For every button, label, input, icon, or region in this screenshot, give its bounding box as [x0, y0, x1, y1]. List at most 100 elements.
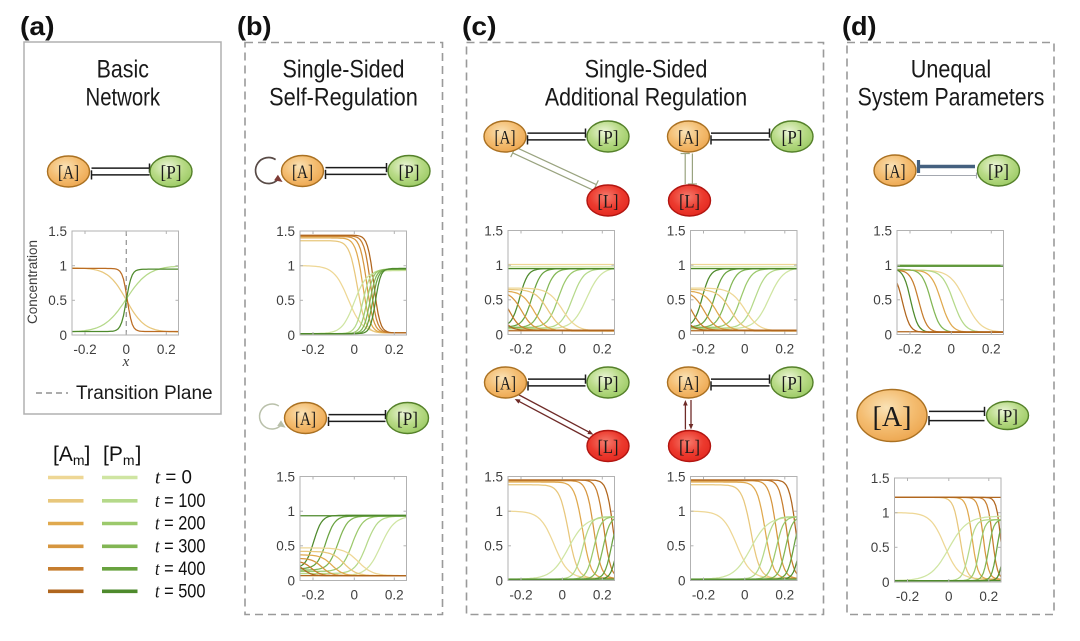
svg-text:[P]: [P]	[399, 162, 420, 183]
svg-text:[A]: [A]	[678, 127, 699, 148]
svg-text:[L]: [L]	[598, 191, 619, 212]
svg-text:-0.2: -0.2	[301, 588, 324, 603]
svg-text:1: 1	[495, 504, 503, 519]
svg-text:0: 0	[287, 573, 295, 588]
svg-text:[P]: [P]	[397, 409, 418, 430]
svg-text:-0.2: -0.2	[301, 342, 324, 357]
svg-text:0.2: 0.2	[593, 588, 612, 603]
svg-text:[L]: [L]	[598, 437, 619, 458]
svg-text:0.5: 0.5	[871, 540, 890, 555]
svg-text:-0.2: -0.2	[509, 342, 532, 357]
svg-text:[Am]: [Am]	[53, 443, 90, 468]
svg-text:0.2: 0.2	[775, 588, 794, 603]
svg-text:Concentration: Concentration	[25, 240, 40, 324]
svg-text:0: 0	[741, 588, 749, 603]
svg-text:[P]: [P]	[598, 373, 619, 394]
svg-text:-0.2: -0.2	[896, 589, 919, 604]
svg-text:0: 0	[495, 327, 503, 342]
svg-text:t = 0: t = 0	[155, 468, 192, 489]
svg-text:0.2: 0.2	[385, 342, 404, 357]
svg-text:1: 1	[287, 259, 295, 274]
svg-text:0.2: 0.2	[775, 342, 794, 357]
svg-text:1.5: 1.5	[484, 469, 503, 484]
svg-text:-0.2: -0.2	[73, 342, 96, 357]
svg-text:Basic: Basic	[97, 56, 149, 84]
svg-text:0: 0	[948, 342, 956, 357]
svg-text:0: 0	[678, 573, 686, 588]
svg-text:0.2: 0.2	[979, 589, 998, 604]
svg-text:t = 400: t = 400	[155, 559, 206, 580]
svg-text:(b): (b)	[237, 11, 272, 41]
svg-text:0.2: 0.2	[982, 342, 1001, 357]
svg-text:1: 1	[495, 258, 503, 273]
svg-text:1.5: 1.5	[871, 471, 890, 486]
svg-text:t = 100: t = 100	[155, 491, 206, 512]
svg-text:Transition Plane: Transition Plane	[76, 383, 213, 404]
svg-text:0.5: 0.5	[48, 293, 67, 308]
svg-text:0: 0	[678, 327, 686, 342]
svg-text:-0.2: -0.2	[692, 342, 715, 357]
svg-text:1.5: 1.5	[873, 223, 892, 238]
svg-text:0.5: 0.5	[484, 293, 503, 308]
svg-text:-0.2: -0.2	[692, 588, 715, 603]
svg-text:0.5: 0.5	[873, 293, 892, 308]
svg-text:Self-Regulation: Self-Regulation	[269, 84, 418, 112]
svg-text:0: 0	[741, 342, 749, 357]
svg-text:0: 0	[351, 342, 359, 357]
svg-text:[L]: [L]	[679, 437, 700, 458]
svg-text:[A]: [A]	[885, 161, 906, 182]
svg-text:1.5: 1.5	[667, 223, 686, 238]
svg-text:[P]: [P]	[161, 162, 182, 183]
svg-text:[P]: [P]	[782, 373, 803, 394]
svg-text:[A]: [A]	[58, 162, 79, 183]
svg-text:1: 1	[678, 504, 686, 519]
svg-text:[A]: [A]	[292, 162, 313, 183]
svg-text:(c): (c)	[462, 11, 497, 41]
svg-text:0: 0	[495, 573, 503, 588]
svg-text:0: 0	[59, 328, 67, 343]
svg-text:t = 200: t = 200	[155, 514, 206, 535]
svg-text:1: 1	[882, 506, 890, 521]
svg-text:0.2: 0.2	[385, 588, 404, 603]
svg-text:0.5: 0.5	[276, 293, 295, 308]
svg-text:0.5: 0.5	[667, 293, 686, 308]
svg-text:1.5: 1.5	[667, 469, 686, 484]
svg-text:(d): (d)	[842, 11, 877, 41]
svg-text:0.2: 0.2	[157, 342, 176, 357]
svg-text:(a): (a)	[20, 11, 55, 41]
svg-text:[A]: [A]	[295, 409, 316, 430]
svg-text:1.5: 1.5	[276, 224, 295, 239]
svg-text:0: 0	[287, 328, 295, 343]
svg-text:1.5: 1.5	[48, 224, 67, 239]
svg-text:t = 300: t = 300	[155, 536, 206, 557]
svg-text:[A]: [A]	[495, 373, 516, 394]
svg-text:1.5: 1.5	[276, 469, 295, 484]
svg-text:Additional Regulation: Additional Regulation	[545, 84, 747, 112]
svg-text:0.5: 0.5	[276, 539, 295, 554]
svg-text:[A]: [A]	[873, 401, 912, 433]
svg-text:-0.2: -0.2	[898, 342, 921, 357]
svg-text:[A]: [A]	[495, 127, 516, 148]
svg-text:0: 0	[884, 327, 892, 342]
svg-text:[P]: [P]	[782, 127, 803, 148]
svg-text:Unequal: Unequal	[911, 56, 991, 84]
svg-text:[P]: [P]	[988, 161, 1009, 182]
svg-text:0: 0	[945, 589, 953, 604]
svg-text:0.5: 0.5	[667, 539, 686, 554]
svg-text:x: x	[122, 354, 130, 370]
svg-text:System Parameters: System Parameters	[858, 84, 1045, 112]
svg-text:1: 1	[884, 258, 892, 273]
svg-text:[Pm]: [Pm]	[103, 443, 141, 468]
svg-text:0: 0	[882, 575, 890, 590]
svg-text:0: 0	[123, 342, 131, 357]
svg-text:-0.2: -0.2	[509, 588, 532, 603]
svg-text:0: 0	[559, 588, 567, 603]
svg-text:0: 0	[351, 588, 359, 603]
svg-text:1.5: 1.5	[484, 223, 503, 238]
svg-text:0.5: 0.5	[484, 539, 503, 554]
svg-text:1: 1	[59, 259, 67, 274]
svg-text:0.2: 0.2	[593, 342, 612, 357]
svg-text:[P]: [P]	[598, 127, 619, 148]
svg-text:1: 1	[678, 258, 686, 273]
svg-text:0: 0	[559, 342, 567, 357]
